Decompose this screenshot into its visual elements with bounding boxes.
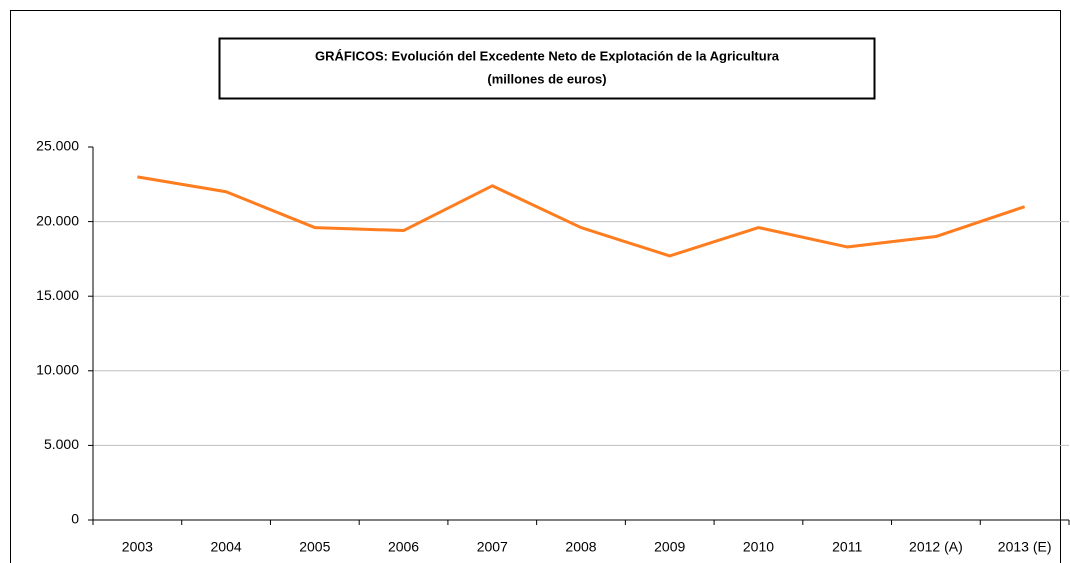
x-tick-label: 2005 — [299, 539, 330, 555]
y-tick-label: 10.000 — [36, 362, 79, 378]
y-tick-label: 25.000 — [36, 138, 79, 154]
x-tick-label: 2009 — [654, 539, 685, 555]
title-box — [218, 37, 876, 100]
x-tick-label: 2011 — [832, 539, 862, 555]
line-series — [137, 175, 1026, 258]
x-tick-label: 2012 (A) — [909, 539, 963, 555]
x-tick-label: 2007 — [477, 539, 508, 555]
y-tick-label: 20.000 — [36, 212, 79, 228]
x-tick-label: 2010 — [743, 539, 774, 555]
chart-subtitle: (millones de euros) — [487, 71, 606, 86]
x-tick-label: 2003 — [122, 539, 153, 555]
x-tick-label: 2013 (E) — [998, 539, 1052, 555]
chart-border — [10, 10, 1061, 563]
chart-title: GRÁFICOS: Evolución del Excedente Neto d… — [315, 48, 780, 63]
y-tick-label: 15.000 — [36, 287, 79, 303]
y-tick-label: 0 — [71, 511, 79, 527]
y-tick-label: 5.000 — [44, 436, 79, 452]
x-tick-label: 2008 — [565, 539, 596, 555]
x-tick-label: 2006 — [388, 539, 419, 555]
x-tick-label: 2004 — [211, 539, 242, 555]
